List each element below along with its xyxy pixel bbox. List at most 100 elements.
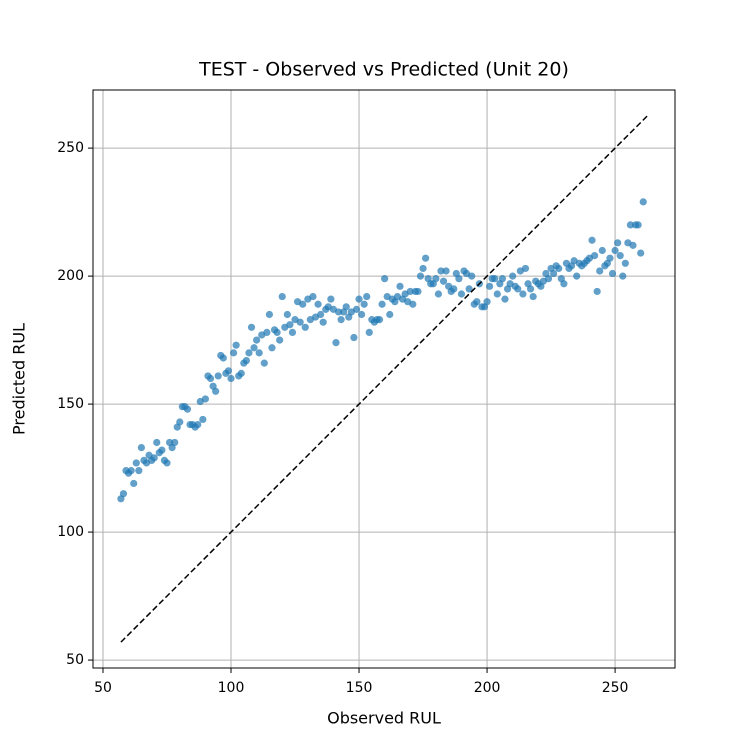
point xyxy=(337,316,345,324)
point xyxy=(301,323,309,331)
point xyxy=(406,287,414,296)
point xyxy=(509,272,517,280)
point xyxy=(332,339,340,347)
point xyxy=(263,328,271,337)
point xyxy=(596,267,604,275)
point xyxy=(422,254,430,262)
point xyxy=(611,246,619,255)
point xyxy=(606,254,614,262)
point xyxy=(378,300,386,308)
point xyxy=(327,295,335,303)
point xyxy=(357,310,366,319)
point xyxy=(283,310,291,319)
x-tick-label: 150 xyxy=(346,680,373,696)
y-tick-label: 50 xyxy=(66,652,84,668)
point xyxy=(135,467,143,475)
point xyxy=(273,328,281,337)
point xyxy=(396,282,404,290)
point xyxy=(363,292,371,301)
x-tick-label: 250 xyxy=(602,680,629,696)
point xyxy=(224,367,233,375)
x-tick-label: 100 xyxy=(218,680,245,696)
point xyxy=(491,275,499,283)
point xyxy=(365,328,373,337)
point xyxy=(319,318,327,326)
point xyxy=(409,300,417,308)
point xyxy=(442,267,450,275)
point xyxy=(119,490,128,498)
point xyxy=(206,374,215,383)
point xyxy=(414,287,422,296)
point xyxy=(317,310,325,319)
point xyxy=(573,272,581,280)
point xyxy=(634,221,642,229)
point xyxy=(483,298,491,306)
point xyxy=(212,387,220,395)
point xyxy=(265,310,274,319)
plot-frame xyxy=(92,89,676,669)
point xyxy=(237,369,245,377)
x-axis-label: Observed RUL xyxy=(327,709,441,728)
point xyxy=(355,295,363,303)
y-tick-label: 250 xyxy=(57,140,84,156)
point xyxy=(616,252,624,260)
point xyxy=(465,285,473,293)
point xyxy=(299,300,307,308)
point xyxy=(560,280,568,288)
point xyxy=(309,292,317,301)
point xyxy=(314,300,322,308)
point xyxy=(416,272,425,280)
point xyxy=(229,349,238,357)
point xyxy=(588,236,596,244)
point xyxy=(526,285,535,293)
y-tick-label: 200 xyxy=(57,268,84,284)
point xyxy=(608,269,617,278)
point xyxy=(473,298,481,306)
point xyxy=(214,372,222,380)
point xyxy=(176,418,184,426)
point xyxy=(232,341,240,349)
point xyxy=(153,438,161,447)
point xyxy=(514,285,522,293)
point xyxy=(434,290,443,298)
point xyxy=(437,267,445,275)
point xyxy=(486,282,494,290)
point xyxy=(619,272,627,280)
point xyxy=(137,444,145,452)
point xyxy=(163,459,171,467)
point xyxy=(614,239,622,247)
point xyxy=(278,292,286,301)
point xyxy=(253,336,261,344)
point xyxy=(637,249,645,257)
x-tick-label: 50 xyxy=(94,680,112,696)
point xyxy=(521,264,530,273)
point xyxy=(439,277,448,285)
point xyxy=(171,438,179,447)
point xyxy=(276,336,284,344)
point xyxy=(132,459,140,467)
point xyxy=(501,295,509,303)
point xyxy=(375,316,384,324)
point xyxy=(127,467,135,475)
y-tick-label: 100 xyxy=(57,524,84,540)
y-axis-label: Predicted RUL xyxy=(10,323,29,435)
point xyxy=(242,356,250,365)
point xyxy=(296,318,304,326)
point xyxy=(150,454,158,462)
point xyxy=(219,354,227,362)
point xyxy=(288,328,297,337)
point xyxy=(286,321,294,329)
point xyxy=(350,333,358,342)
point xyxy=(158,446,166,454)
point xyxy=(621,259,629,267)
x-tick-label: 200 xyxy=(474,680,501,696)
point xyxy=(352,305,361,313)
point xyxy=(598,246,606,255)
point xyxy=(419,264,427,273)
point xyxy=(201,395,210,403)
point xyxy=(629,241,637,249)
point xyxy=(593,287,601,296)
point xyxy=(457,290,466,298)
point xyxy=(342,303,350,311)
point xyxy=(432,275,440,283)
